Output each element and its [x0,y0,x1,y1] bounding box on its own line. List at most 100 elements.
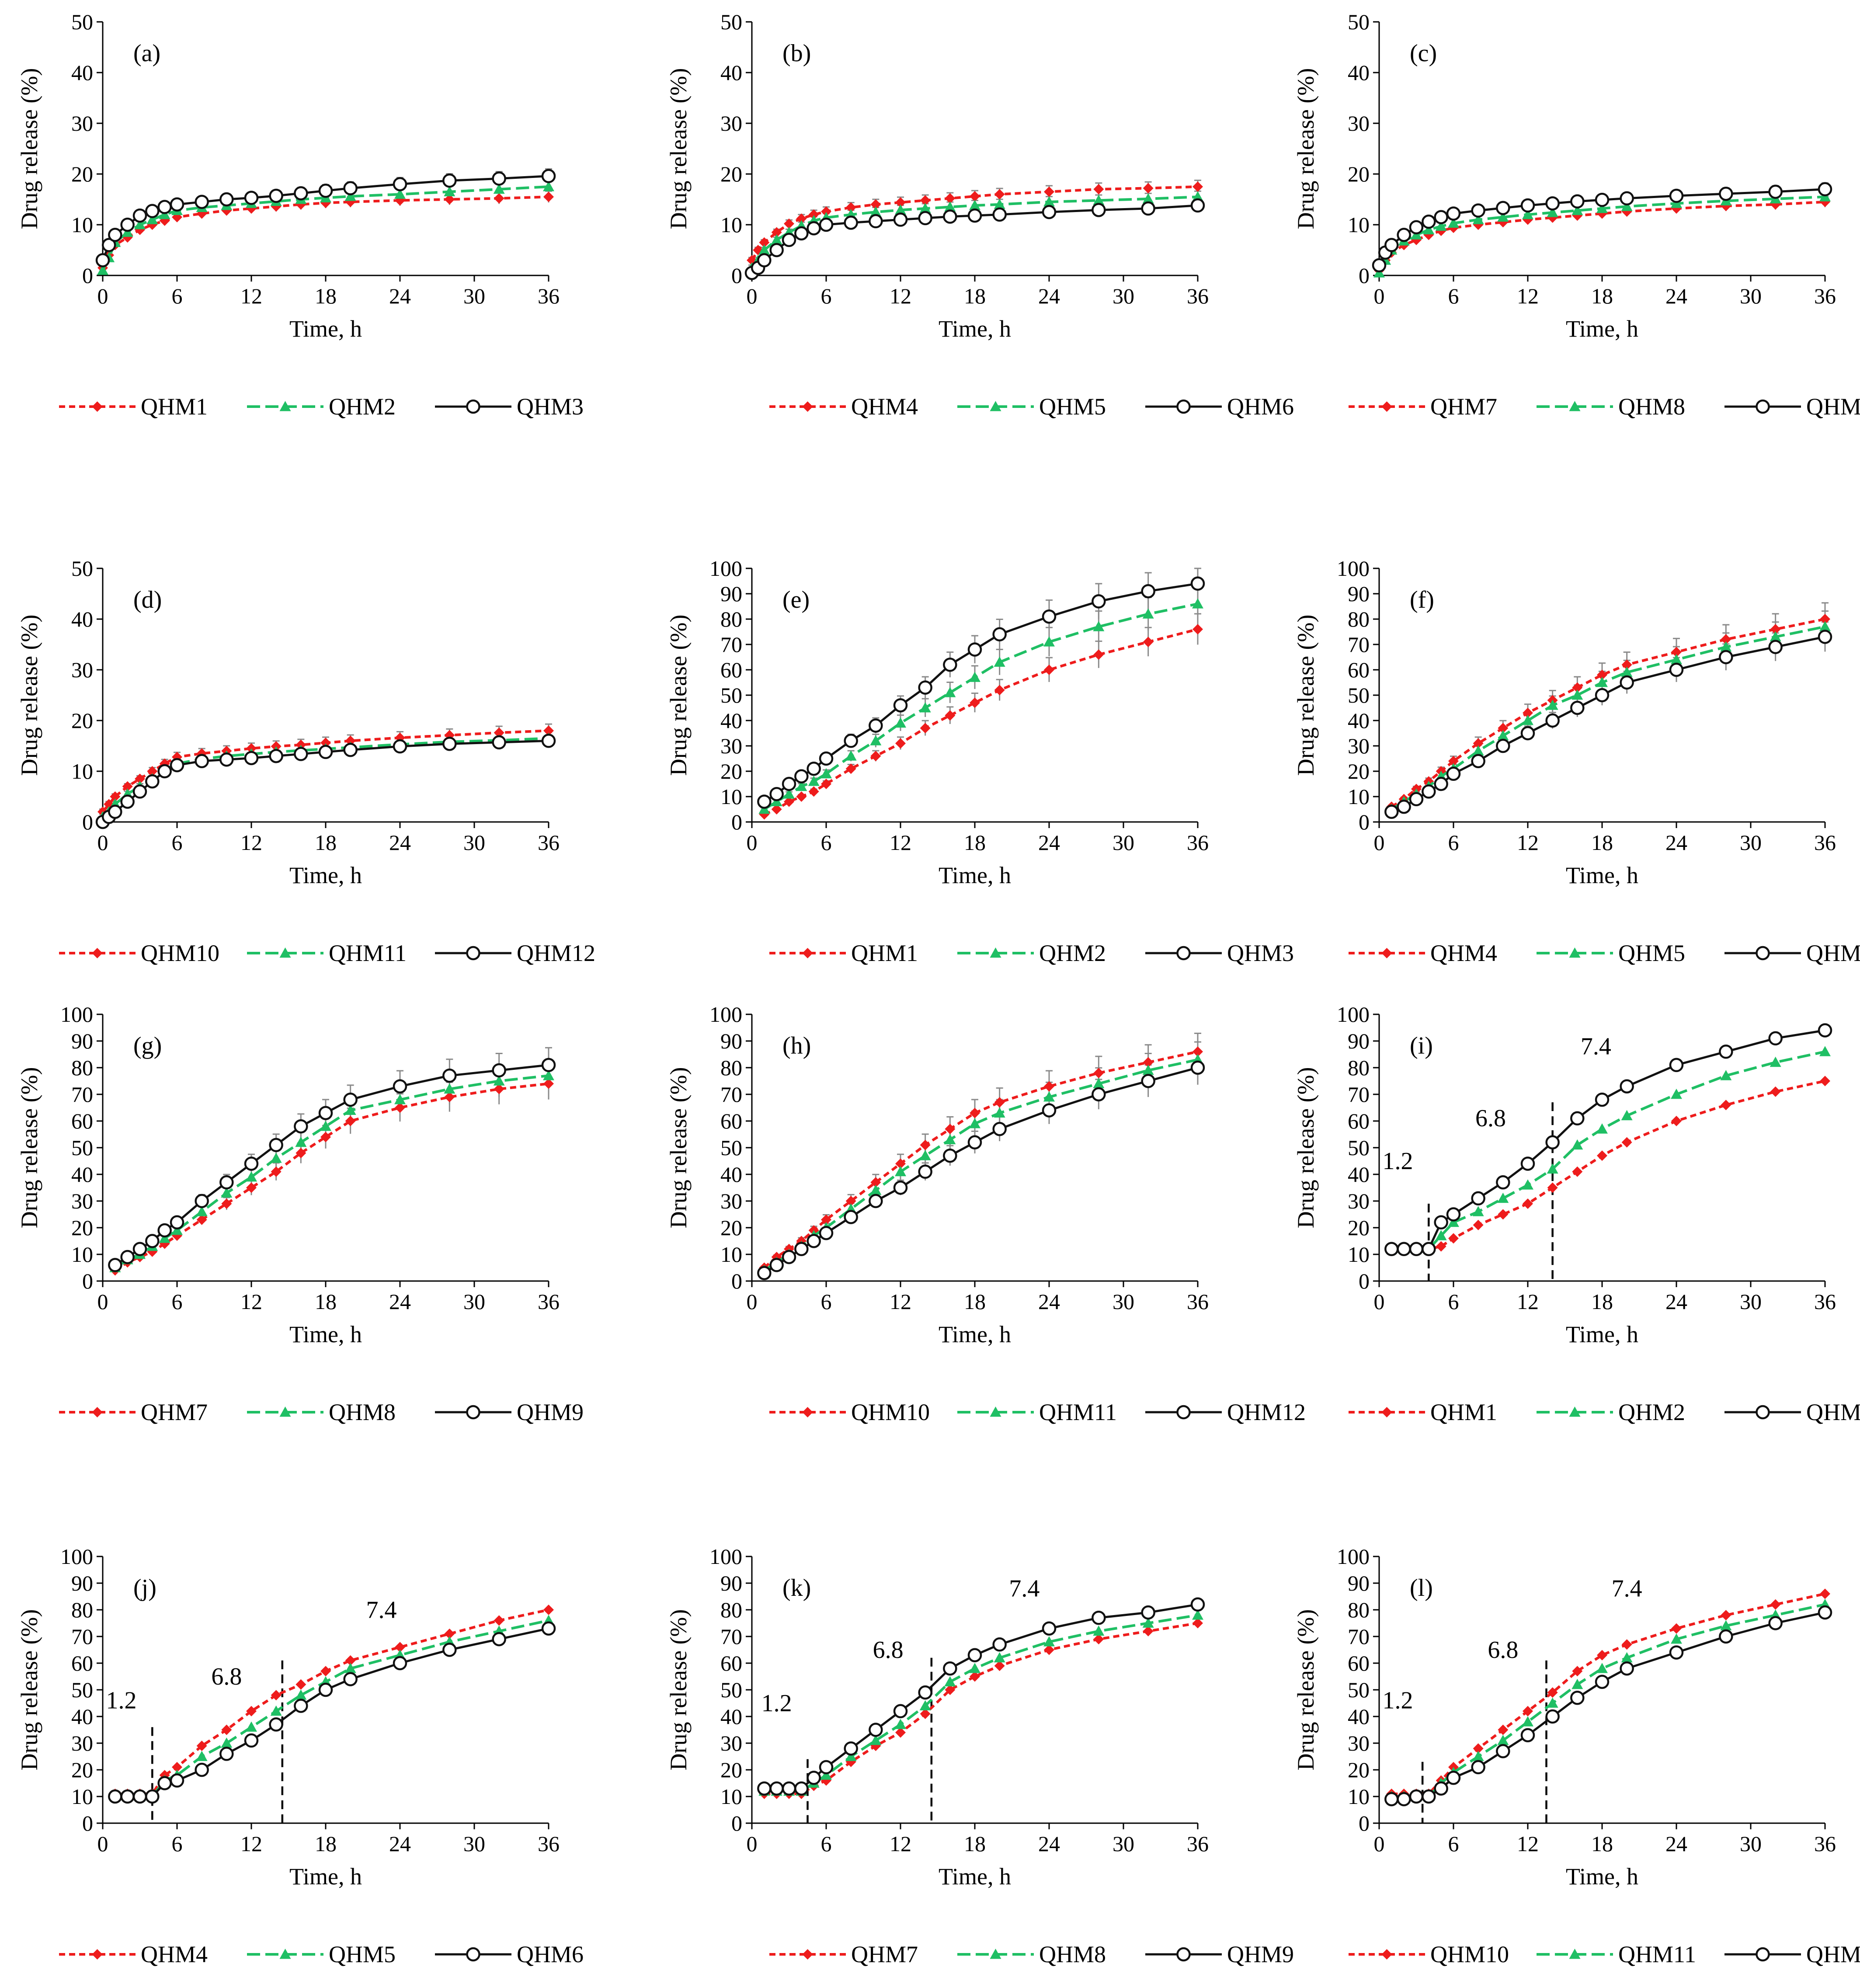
x-tick-label: 0 [1374,284,1385,308]
data-point [1595,1092,1610,1107]
data-point [893,1180,908,1195]
ph-label: 6.8 [873,1636,904,1664]
data-point [1671,647,1682,658]
data-point [784,796,794,807]
x-tick-label: 18 [964,284,986,308]
data-point [1523,1706,1533,1716]
legend: QHM10 QHM11 QHM12 [59,940,595,966]
legend-marker [1756,946,1770,961]
data-point [318,184,333,198]
y-tick-label: 20 [71,708,93,733]
x-tick-label: 18 [1591,284,1613,308]
x-tick-label: 12 [890,1289,911,1314]
y-tick-label: 10 [720,212,742,237]
data-point [757,1781,772,1796]
data-point [1523,1198,1533,1209]
data-point [1595,192,1610,207]
data-point [1547,700,1558,710]
y-axis-title: Drug release (%) [16,615,42,776]
data-point [782,233,796,247]
data-point [758,244,770,255]
data-point [919,1700,931,1710]
data-point [1621,1137,1632,1148]
y-tick-label: 0 [82,810,93,834]
y-tick-label: 100 [709,1544,742,1569]
x-tick-label: 0 [747,1831,758,1856]
data-point [541,169,556,183]
legend-label: QHM3 [1227,940,1294,966]
y-tick-label: 20 [71,1758,93,1782]
data-point [393,1656,407,1671]
data-point [1042,1621,1057,1636]
data-point [219,1175,234,1190]
y-tick-label: 50 [1348,1678,1370,1702]
data-point [1720,641,1732,652]
data-point [393,1079,407,1093]
x-tick-label: 24 [389,830,411,855]
y-axis-title: Drug release (%) [665,68,692,230]
data-point [219,752,234,767]
data-point [1192,191,1203,202]
data-point [134,219,146,230]
panel-label: (j) [133,1574,156,1602]
data-point [1497,211,1509,222]
data-point [195,1194,209,1208]
y-tick-label: 20 [71,1215,93,1240]
data-point [994,656,1005,667]
data-point [492,171,506,186]
data-point [318,1682,333,1697]
x-tick-label: 36 [1814,1289,1836,1314]
data-point [1596,1123,1608,1134]
y-axis-title: Drug release (%) [16,1067,42,1229]
y-tick-label: 30 [71,658,93,682]
legend-label: QHM1 [851,940,918,966]
y-tick-label: 100 [709,1002,742,1027]
data-point [796,791,807,802]
data-point [893,1704,908,1719]
y-tick-label: 90 [720,1029,742,1053]
data-point [344,1663,356,1673]
data-point [1043,1636,1055,1647]
legend-marker [990,947,1001,958]
data-point [1093,1634,1104,1645]
legend-label: QHM2 [1618,1399,1685,1425]
y-axis-title: Drug release (%) [665,1067,692,1229]
data-point [1621,666,1633,677]
data-point [870,751,881,762]
y-tick-label: 10 [720,1784,742,1809]
data-point [1192,1046,1203,1057]
panel-label: (d) [133,586,162,613]
series-QHM4 [747,181,1203,266]
x-tick-label: 12 [1517,284,1539,308]
legend-marker [802,1407,813,1417]
data-point [895,1166,906,1177]
y-tick-label: 80 [1348,1598,1370,1622]
data-point [796,213,807,224]
y-tick-label: 60 [1348,658,1370,682]
data-point [444,1083,455,1094]
legend-marker [1756,1947,1770,1962]
data-point [219,192,234,207]
data-point [97,265,108,275]
data-point [1446,1207,1461,1222]
data-point [845,1751,857,1761]
x-tick-label: 30 [1113,1289,1134,1314]
legend-marker [1381,1949,1392,1960]
y-tick-label: 70 [1348,1082,1370,1107]
data-point [195,195,209,209]
legend-marker [92,1407,103,1417]
data-point [343,1672,358,1686]
data-point [541,734,556,748]
legend-marker [1176,1405,1191,1420]
legend: QHM1 QHM2 QHM3 [1349,1399,1860,1425]
series-line [114,1082,549,1272]
x-axis-title: Time, h [289,316,362,342]
data-point [172,1762,182,1772]
y-tick-label: 90 [71,1571,93,1595]
data-point [1471,1760,1485,1775]
data-point [1141,584,1155,599]
x-axis-title: Time, h [939,1863,1011,1890]
data-point [994,1107,1005,1118]
